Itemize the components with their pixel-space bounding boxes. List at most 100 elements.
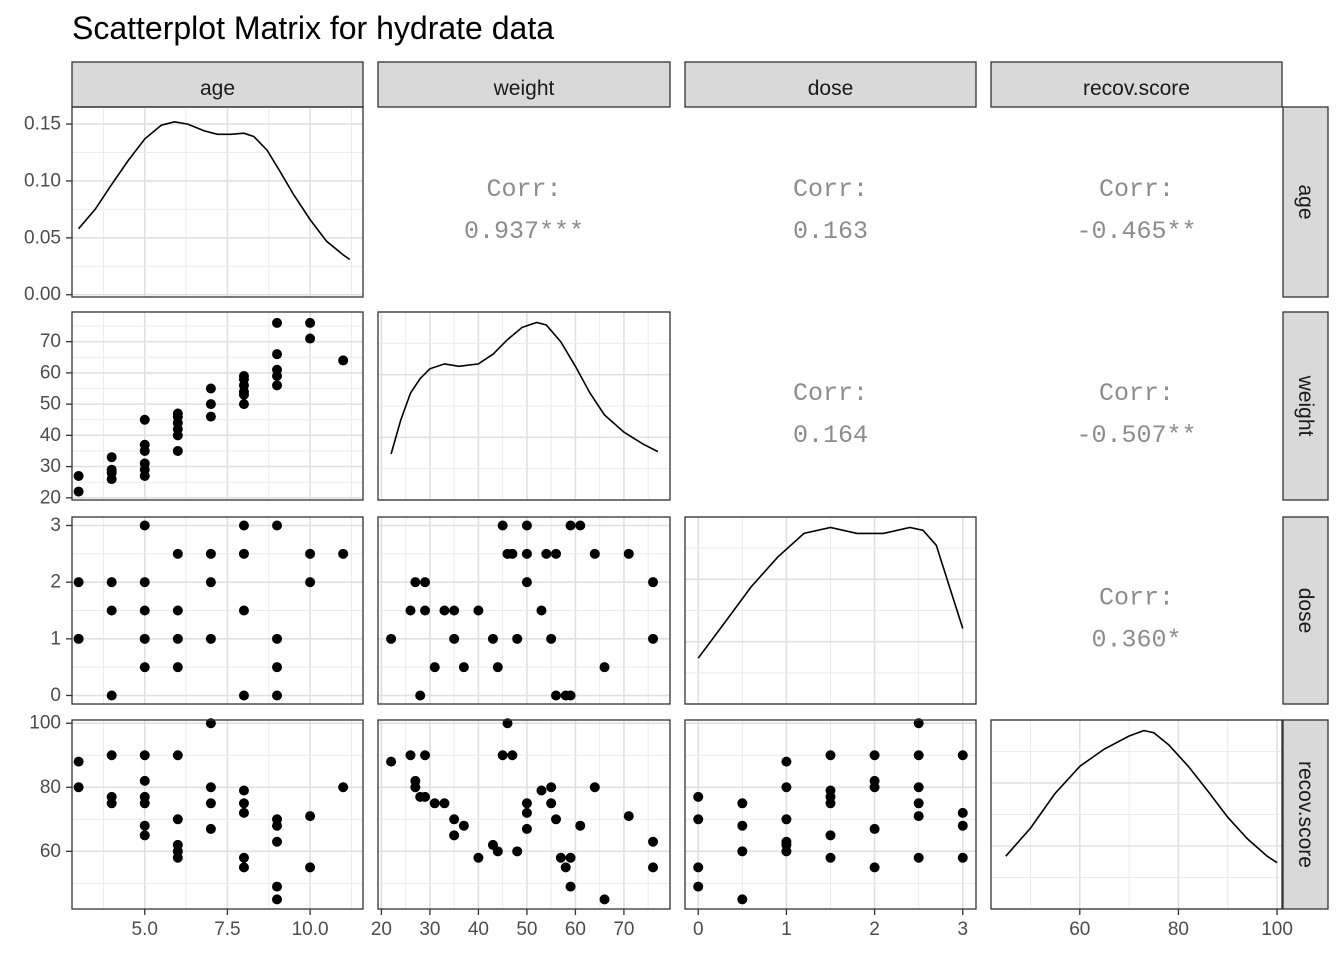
- point: [913, 718, 924, 729]
- point: [205, 577, 216, 588]
- point: [781, 782, 792, 793]
- point: [272, 662, 283, 673]
- point: [410, 782, 421, 793]
- point: [139, 662, 150, 673]
- point: [139, 798, 150, 809]
- point: [238, 690, 249, 701]
- point: [458, 662, 469, 673]
- point: [575, 520, 586, 531]
- row-strip-label-weight: weight: [1294, 375, 1317, 437]
- y-tick-label: 60: [40, 362, 61, 383]
- point: [172, 430, 183, 441]
- x-tick-label: 2: [869, 919, 880, 940]
- point: [420, 605, 431, 616]
- point: [205, 782, 216, 793]
- x-tick-label: 7.5: [214, 919, 240, 940]
- point: [575, 820, 586, 831]
- point: [555, 852, 566, 863]
- point: [106, 690, 117, 701]
- point: [869, 750, 880, 761]
- point: [73, 486, 84, 497]
- point: [73, 756, 84, 767]
- strip-label-age: age: [200, 77, 235, 100]
- y-tick-label: 80: [40, 777, 61, 798]
- y-tick-label: 0.15: [24, 114, 61, 135]
- point: [272, 349, 283, 360]
- y-tick-label: 30: [40, 456, 61, 477]
- point: [521, 798, 532, 809]
- panel-border-3-0: [71, 719, 364, 910]
- point: [492, 846, 503, 857]
- strip-recov.score: [990, 61, 1283, 108]
- point: [429, 798, 440, 809]
- point: [338, 782, 349, 793]
- point: [429, 662, 440, 673]
- point: [205, 383, 216, 394]
- point: [305, 548, 316, 559]
- point: [106, 798, 117, 809]
- corr-value-age-weight: 0.937***: [464, 217, 584, 246]
- point: [139, 820, 150, 831]
- point: [565, 690, 576, 701]
- x-tick-label: 100: [1261, 919, 1293, 940]
- panel-grid-3-3: [991, 719, 1282, 910]
- row-strip-recov.score: [1282, 719, 1329, 910]
- point: [825, 830, 836, 841]
- panel-grid-1-1: [378, 311, 670, 501]
- point: [172, 662, 183, 673]
- point: [139, 633, 150, 644]
- point: [238, 520, 249, 531]
- point: [272, 371, 283, 382]
- density-curve-recov.score: [1005, 729, 1278, 864]
- panel-border-2-0: [71, 516, 364, 705]
- row-strip-age: [1282, 106, 1329, 298]
- point: [272, 317, 283, 328]
- point: [172, 852, 183, 863]
- corr-label: Corr:: [793, 379, 868, 408]
- point: [205, 718, 216, 729]
- point: [405, 750, 416, 761]
- point: [139, 577, 150, 588]
- row-strip-weight: [1282, 311, 1329, 501]
- y-tick-label: 70: [40, 331, 61, 352]
- point: [106, 474, 117, 485]
- point: [869, 862, 880, 873]
- panel-border-3-3: [990, 719, 1283, 910]
- point: [106, 605, 117, 616]
- point: [589, 548, 600, 559]
- point: [536, 785, 547, 796]
- point: [737, 820, 748, 831]
- density-curve-weight: [390, 321, 659, 455]
- point: [205, 798, 216, 809]
- panel-border-2-2: [684, 516, 977, 705]
- point: [238, 852, 249, 863]
- panel-border-3-1: [377, 719, 671, 910]
- point: [420, 791, 431, 802]
- y-tick-label: 20: [40, 487, 61, 508]
- point: [205, 399, 216, 410]
- point: [205, 548, 216, 559]
- point: [825, 852, 836, 863]
- x-tick-label: 50: [516, 919, 537, 940]
- chart-title: Scatterplot Matrix for hydrate data: [72, 10, 554, 46]
- panel-border-3-2: [684, 719, 977, 910]
- point: [869, 782, 880, 793]
- point: [238, 807, 249, 818]
- point: [338, 355, 349, 366]
- point: [957, 852, 968, 863]
- point: [693, 862, 704, 873]
- point: [825, 798, 836, 809]
- x-tick-label: 80: [1168, 919, 1189, 940]
- point: [238, 605, 249, 616]
- point: [449, 633, 460, 644]
- point: [305, 811, 316, 822]
- point: [238, 399, 249, 410]
- point: [536, 605, 547, 616]
- point: [272, 894, 283, 905]
- point: [106, 452, 117, 463]
- point: [205, 411, 216, 422]
- y-tick-label: 0.00: [24, 284, 61, 305]
- point: [623, 548, 634, 559]
- point: [473, 605, 484, 616]
- point: [497, 750, 508, 761]
